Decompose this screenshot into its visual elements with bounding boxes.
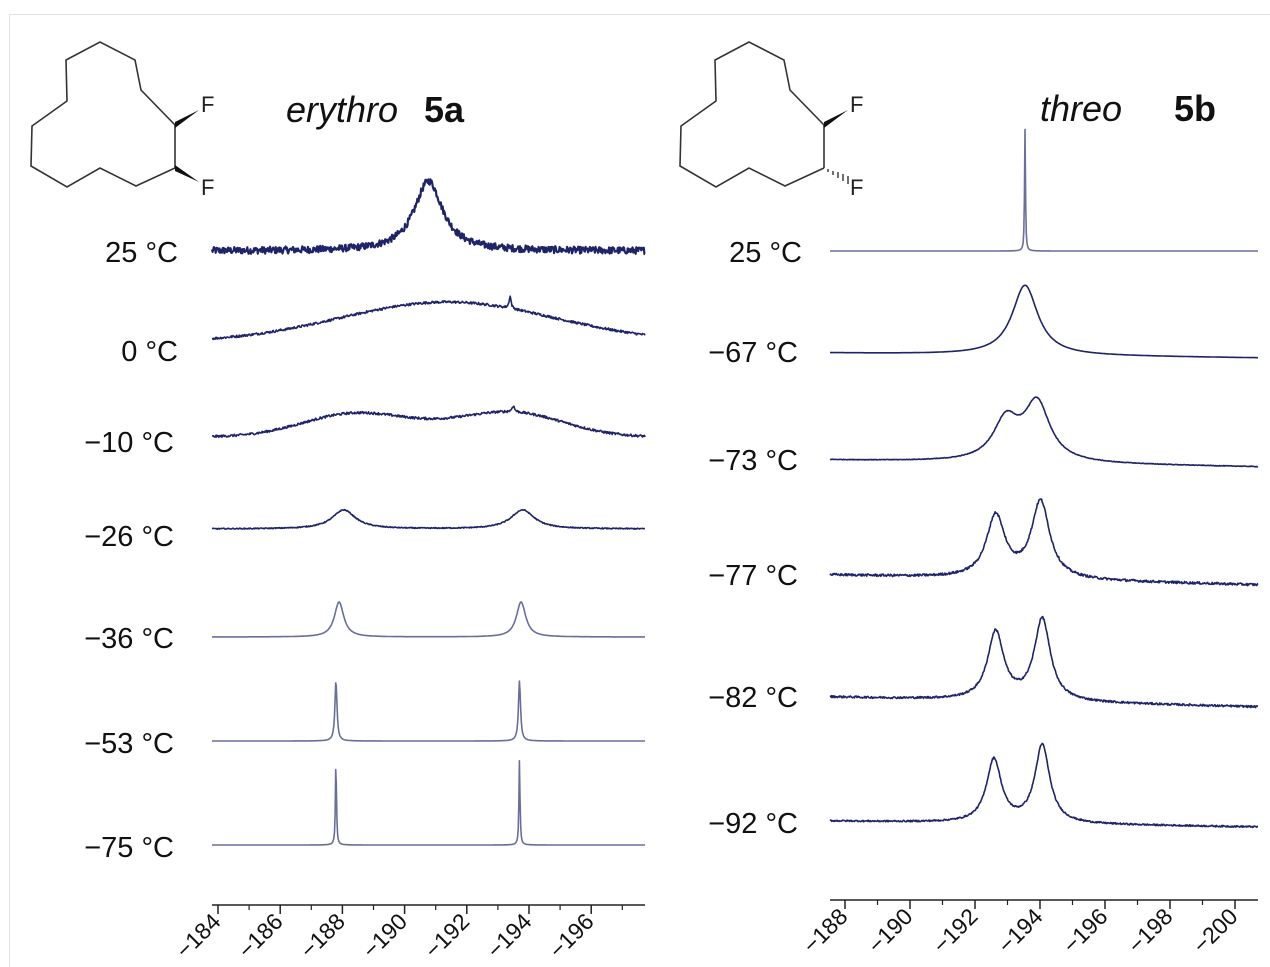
wedge-bond-top-left [175, 110, 199, 128]
temp-label: 25 °C [729, 237, 802, 269]
x-tick-label: −188 [295, 908, 350, 963]
temp-label: −26 °C [84, 521, 174, 553]
spectra-traces [210, 128, 1259, 846]
temp-label: −10 °C [84, 427, 174, 459]
temp-label: −77 °C [708, 560, 798, 592]
spectrum-trace-erythro-6 [211, 760, 646, 846]
x-tick-label: −192 [419, 908, 474, 963]
temp-label: −53 °C [84, 728, 174, 760]
temp-label: −67 °C [708, 337, 798, 369]
x-tick-label: −194 [482, 908, 537, 963]
spectrum-trace-erythro-2 [211, 405, 646, 439]
figure-frame [9, 14, 1270, 967]
temp-label: 0 °C [121, 336, 178, 368]
title-5b: 5b [1174, 88, 1216, 129]
x-axes: −184 −186 −188 −190 −192 −194 −196 −188 −190 −192… [171, 899, 1258, 963]
spectrum-trace-erythro-0 [210, 178, 646, 256]
fluorine-top-right: F [850, 92, 863, 117]
spectrum-trace-erythro-4 [211, 601, 646, 638]
spectrum-trace-threo-1 [829, 284, 1259, 359]
title-erythro: erythro [286, 89, 398, 130]
x-tick-label: −192 [928, 903, 983, 958]
fluorine-bottom-right: F [850, 175, 863, 200]
x-tick-label: −190 [357, 908, 412, 963]
spectrum-trace-erythro-3 [211, 508, 646, 530]
cyclododecane-ring-left [30, 41, 176, 188]
x-tick-label: −186 [233, 908, 288, 963]
spectrum-trace-erythro-5 [211, 680, 646, 742]
spectrum-trace-threo-5 [829, 742, 1259, 829]
spectrum-trace-threo-0 [829, 128, 1259, 252]
temp-label: −92 °C [708, 808, 798, 840]
x-tick-label: −200 [1188, 903, 1243, 958]
spectrum-trace-threo-2 [829, 396, 1259, 468]
x-tick-label: −196 [1058, 903, 1113, 958]
x-tick-label: −184 [171, 908, 226, 963]
temp-label: −75 °C [84, 832, 174, 864]
cyclododecane-ring-right [679, 41, 825, 188]
structure-erythro: F F [30, 41, 214, 200]
temp-label: −36 °C [84, 623, 174, 655]
temperature-labels-right: 25 °C −67 °C −73 °C −77 °C −82 °C −92 °C [708, 237, 802, 840]
fluorine-bottom-left: F [201, 175, 214, 200]
hash-bond-bottom-right [827, 169, 849, 184]
spectrum-trace-threo-4 [829, 615, 1259, 709]
temp-label: −82 °C [708, 682, 798, 714]
wedge-bond-top-right [824, 110, 848, 128]
spectrum-trace-erythro-1 [211, 295, 646, 341]
x-tick-label: −194 [993, 903, 1048, 958]
x-tick-label: −196 [544, 908, 599, 963]
title-threo: threo [1040, 88, 1122, 129]
spectrum-trace-threo-3 [829, 498, 1259, 587]
temp-label: 25 °C [105, 237, 178, 269]
structure-threo: F F [679, 41, 863, 200]
wedge-bond-bottom-left [175, 165, 199, 182]
fluorine-top-left: F [201, 92, 214, 117]
temperature-labels-left: 25 °C 0 °C −10 °C −26 °C −36 °C −53 °C −… [84, 237, 178, 864]
x-tick-label: −188 [798, 903, 853, 958]
x-tick-label: −190 [863, 903, 918, 958]
temp-label: −73 °C [708, 445, 798, 477]
title-5a: 5a [424, 89, 465, 130]
x-tick-label: −198 [1123, 903, 1178, 958]
